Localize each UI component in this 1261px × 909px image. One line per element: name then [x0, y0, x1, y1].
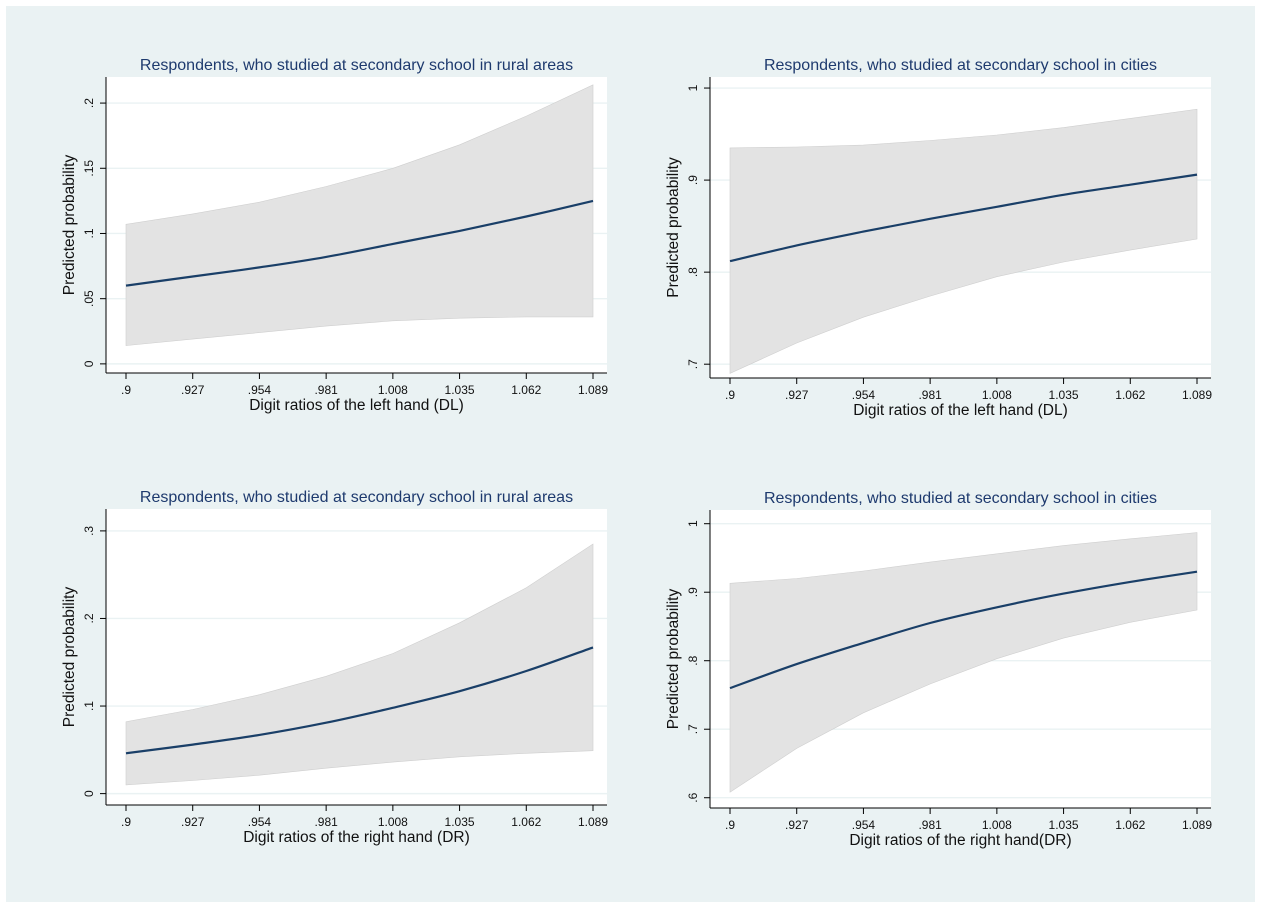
x-tick-label: 1.008 — [982, 388, 1012, 402]
y-axis-title: Predicted probability — [61, 155, 78, 296]
x-tick-label: .954 — [852, 388, 876, 402]
confidence-band — [729, 532, 1198, 793]
y-tick-label: .7 — [686, 359, 700, 369]
x-tick-label: 1.089 — [1182, 818, 1212, 832]
x-tick-label: 1.035 — [445, 815, 475, 829]
chart-title: Respondents, who studied at secondary sc… — [140, 57, 573, 74]
chart-title: Respondents, who studied at secondary sc… — [764, 57, 1157, 74]
x-tick-label: .954 — [248, 383, 272, 397]
prediction-line — [729, 173, 1198, 263]
y-tick-label: 1 — [686, 520, 700, 527]
x-tick-label: .9 — [121, 383, 131, 397]
y-tick-label: .2 — [82, 613, 96, 623]
x-tick-label: .927 — [181, 815, 205, 829]
y-tick-label: .8 — [686, 655, 700, 665]
chart-title: Respondents, who studied at secondary sc… — [140, 489, 573, 506]
y-tick-label: .8 — [686, 267, 700, 277]
y-axis-title: Predicted probability — [665, 589, 682, 730]
y-tick-label: .1 — [82, 228, 96, 238]
chart-grid: 0 .05 .1 .15 .2 .9 .927 .954 .981 1.008 1.035 1.062… — [61, 57, 1212, 849]
x-tick-label: 1.062 — [511, 383, 541, 397]
x-tick-label: 1.089 — [578, 815, 608, 829]
x-tick-label: 1.035 — [1049, 388, 1079, 402]
x-tick-label: .981 — [314, 383, 338, 397]
y-tick-label: .3 — [82, 526, 96, 536]
x-tick-label: 1.062 — [1115, 388, 1145, 402]
x-tick-label: 1.008 — [982, 818, 1012, 832]
chart-panel-4: .6 .7 .8 .9 1 .9 .927 .954 .981 1.008 1.035 1.062 1.… — [665, 490, 1212, 849]
x-tick-label: .954 — [248, 815, 272, 829]
y-axis-title: Predicted probability — [665, 157, 682, 298]
x-tick-label: .927 — [181, 383, 205, 397]
x-tick-label: .9 — [725, 388, 735, 402]
prediction-line — [125, 199, 594, 287]
x-tick-label: .927 — [785, 388, 809, 402]
x-tick-label: .954 — [852, 818, 876, 832]
confidence-band — [125, 84, 594, 346]
y-tick-label: .9 — [686, 587, 700, 597]
x-axis-title: Digit ratios of the left hand (DL) — [249, 397, 464, 414]
figure: 0 .05 .1 .15 .2 .9 .927 .954 .981 1.008 1.035 1.062… — [6, 6, 1255, 902]
x-tick-label: 1.035 — [445, 383, 475, 397]
confidence-band — [729, 108, 1198, 374]
y-tick-label: .15 — [82, 160, 96, 177]
x-tick-label: 1.062 — [511, 815, 541, 829]
chart-panel-1: 0 .05 .1 .15 .2 .9 .927 .954 .981 1.008 1.035 1.062… — [61, 57, 608, 414]
x-tick-label: 1.062 — [1115, 818, 1145, 832]
x-tick-label: 1.035 — [1049, 818, 1079, 832]
x-tick-label: .981 — [918, 388, 942, 402]
y-tick-label: 0 — [82, 360, 96, 367]
y-tick-label: .2 — [82, 98, 96, 108]
x-tick-label: 1.089 — [578, 383, 608, 397]
y-axis-title: Predicted probability — [61, 587, 78, 728]
y-tick-label: .9 — [686, 175, 700, 185]
x-tick-label: .981 — [314, 815, 338, 829]
prediction-line — [729, 570, 1198, 690]
y-tick-label: .6 — [686, 792, 700, 802]
y-tick-label: .7 — [686, 724, 700, 734]
x-tick-label: .9 — [725, 818, 735, 832]
chart-panel-2: .7 .8 .9 1 .9 .927 .954 .981 1.008 1.035 1.062 1.08… — [665, 57, 1212, 419]
x-tick-label: .927 — [785, 818, 809, 832]
confidence-band — [125, 543, 594, 786]
y-tick-label: 1 — [686, 84, 700, 91]
x-axis-title: Digit ratios of the left hand (DL) — [853, 402, 1068, 419]
x-tick-label: 1.089 — [1182, 388, 1212, 402]
x-tick-label: .9 — [121, 815, 131, 829]
x-tick-label: .981 — [918, 818, 942, 832]
prediction-line — [125, 646, 594, 755]
x-axis-title: Digit ratios of the right hand(DR) — [849, 832, 1071, 849]
chart-panel-3: 0 .1 .2 .3 .9 .927 .954 .981 1.008 1.035 1.062 1.08… — [61, 489, 608, 846]
y-tick-label: .1 — [82, 701, 96, 711]
y-tick-label: 0 — [82, 790, 96, 797]
x-tick-label: 1.008 — [378, 815, 408, 829]
y-tick-label: .05 — [82, 290, 96, 307]
chart-title: Respondents, who studied at secondary sc… — [764, 490, 1157, 507]
x-axis-title: Digit ratios of the right hand (DR) — [243, 829, 470, 846]
x-tick-label: 1.008 — [378, 383, 408, 397]
